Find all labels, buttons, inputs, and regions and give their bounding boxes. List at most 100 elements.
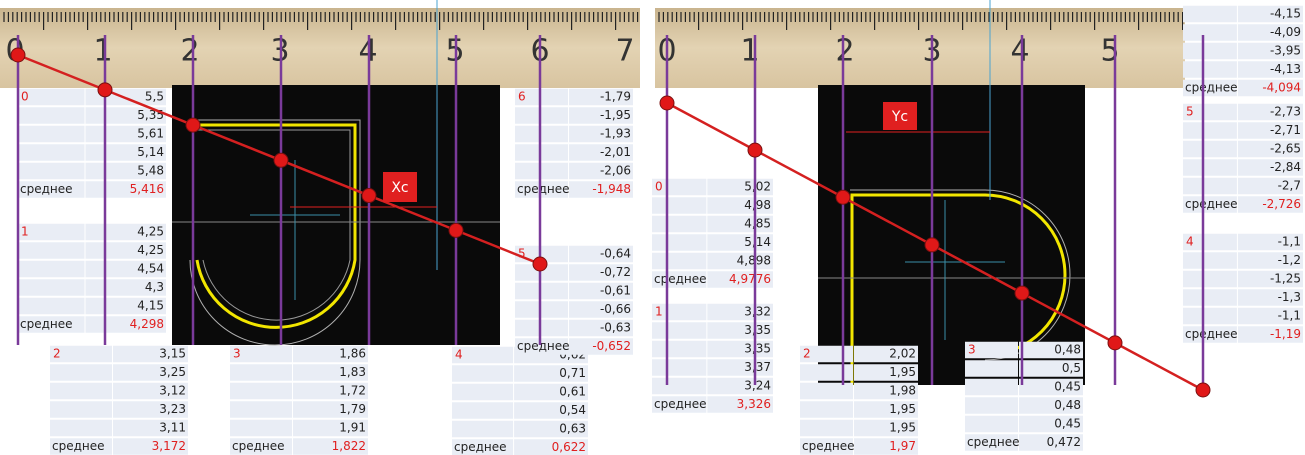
- table-cell: [452, 384, 513, 401]
- table-value: 1,91: [339, 421, 366, 435]
- ruler-number: 4: [1010, 34, 1029, 69]
- mean-value: 3,326: [737, 397, 771, 411]
- table-cell: [1183, 43, 1237, 60]
- table-cell: [1183, 178, 1237, 195]
- mean-label: среднее: [1185, 327, 1238, 341]
- table-value: 1,86: [339, 347, 366, 361]
- table-cell: [18, 144, 85, 161]
- table-value: -2,84: [1270, 160, 1301, 174]
- table-id: 1: [655, 305, 663, 319]
- table-value: 5,5: [145, 90, 164, 104]
- table-cell: [800, 364, 853, 381]
- table-value: 0,71: [559, 366, 586, 380]
- label: Xc: [391, 180, 408, 196]
- table-cell: [652, 197, 706, 214]
- table-cell: [515, 283, 568, 300]
- table-cell: [1183, 308, 1237, 325]
- table-cell: [452, 402, 513, 419]
- mean-value: 4,9776: [729, 272, 771, 286]
- table-cell: [452, 365, 513, 382]
- table-value: -2,7: [1278, 179, 1301, 193]
- point: [660, 96, 674, 110]
- table-value: 0,45: [1054, 417, 1081, 431]
- photo-right: [818, 85, 1085, 385]
- point: [925, 238, 939, 252]
- table-value: -1,1: [1278, 235, 1301, 249]
- point: [1108, 336, 1122, 350]
- mean-label: среднее: [802, 439, 855, 453]
- table-value: 0,61: [559, 385, 586, 399]
- table-value: 3,11: [159, 421, 186, 435]
- table-cell: [1183, 289, 1237, 306]
- table-value: -0,72: [600, 265, 631, 279]
- table-value: 4,15: [137, 299, 164, 313]
- mean-label: среднее: [52, 439, 105, 453]
- table-cell: [652, 322, 706, 339]
- table-value: 0,54: [559, 403, 586, 417]
- table-cell: [230, 383, 292, 400]
- table-value: -1,95: [600, 108, 631, 122]
- table-id: 2: [53, 347, 61, 361]
- table-cell: [652, 216, 706, 233]
- point: [748, 143, 762, 157]
- table-value: 0,45: [1054, 380, 1081, 394]
- table-id: 1: [21, 225, 29, 239]
- ruler-number: 1: [93, 34, 112, 69]
- table-value: 5,14: [744, 235, 771, 249]
- table-cell: [1183, 122, 1237, 139]
- ruler-number: 2: [180, 34, 199, 69]
- mean-value: 0,622: [552, 440, 586, 454]
- table-cell: [1183, 24, 1237, 41]
- table-value: 4,3: [145, 280, 164, 294]
- label: Yc: [891, 109, 908, 125]
- table-value: -1,93: [600, 127, 631, 141]
- mean-value: -4,094: [1262, 81, 1301, 95]
- mean-label: среднее: [1185, 197, 1238, 211]
- point: [1015, 286, 1029, 300]
- table-value: 4,54: [137, 262, 164, 276]
- table-value: -2,06: [600, 164, 631, 178]
- table-cell: [515, 301, 568, 318]
- table-value: 3,15: [159, 347, 186, 361]
- table-value: -0,64: [600, 247, 631, 261]
- table-cell: [18, 163, 85, 180]
- table-cell: [515, 144, 568, 161]
- table-cell: [50, 420, 112, 437]
- table-cell: [800, 420, 853, 437]
- table-value: 1,95: [889, 402, 916, 416]
- table-value: -2,01: [600, 145, 631, 159]
- point: [186, 118, 200, 132]
- table-id: 0: [21, 90, 29, 104]
- table-cell: [452, 421, 513, 438]
- table-value: 0,63: [559, 422, 586, 436]
- table-value: 0,48: [1054, 343, 1081, 357]
- table-value: -1,1: [1278, 309, 1301, 323]
- table-value: 3,24: [744, 379, 771, 393]
- table-value: -0,63: [600, 321, 631, 335]
- point: [362, 189, 376, 203]
- table-value: -1,25: [1270, 272, 1301, 286]
- table-cell: [965, 379, 1018, 396]
- table-value: 1,72: [339, 384, 366, 398]
- table-cell: [652, 341, 706, 358]
- table-cell: [965, 416, 1018, 433]
- point: [98, 83, 112, 97]
- table-cell: [1183, 252, 1237, 269]
- mean-label: среднее: [20, 182, 73, 196]
- table-value: -2,73: [1270, 105, 1301, 119]
- table-value: 5,35: [137, 108, 164, 122]
- table-cell: [1183, 159, 1237, 176]
- table-id: 0: [655, 180, 663, 194]
- table-id: 5: [1186, 105, 1194, 119]
- table-value: 1,95: [889, 365, 916, 379]
- table-cell: [652, 359, 706, 376]
- table-value: 1,98: [889, 384, 916, 398]
- table-cell: [652, 378, 706, 395]
- table-value: 3,12: [159, 384, 186, 398]
- table-id: 4: [455, 348, 463, 362]
- table-cell: [515, 126, 568, 143]
- table-cell: [800, 383, 853, 400]
- mean-value: -2,726: [1262, 197, 1301, 211]
- table-value: 4,25: [137, 243, 164, 257]
- table-id: 3: [233, 347, 241, 361]
